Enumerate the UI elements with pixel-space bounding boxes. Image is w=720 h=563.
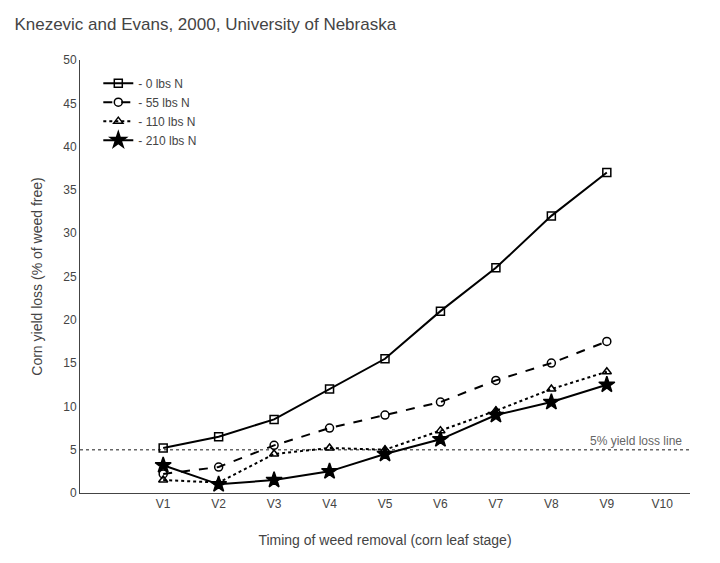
- svg-text:20: 20: [63, 313, 77, 327]
- svg-text:V4: V4: [322, 497, 337, 511]
- svg-text:- 55 lbs N: - 55 lbs N: [138, 96, 189, 110]
- svg-text:35: 35: [63, 183, 77, 197]
- svg-text:V2: V2: [211, 497, 226, 511]
- svg-text:V8: V8: [544, 497, 559, 511]
- svg-text:Timing of weed removal (corn l: Timing of weed removal (corn leaf stage): [258, 532, 511, 548]
- svg-text:V10: V10: [652, 497, 674, 511]
- svg-text:50: 50: [63, 53, 77, 67]
- svg-text:- 110 lbs N: - 110 lbs N: [138, 115, 195, 129]
- svg-text:45: 45: [63, 97, 77, 111]
- svg-text:V3: V3: [267, 497, 282, 511]
- svg-text:- 0 lbs N: - 0 lbs N: [138, 77, 183, 91]
- svg-text:Knezevic and Evans, 2000, Univ: Knezevic and Evans, 2000, University of …: [14, 15, 396, 34]
- svg-text:V6: V6: [433, 497, 448, 511]
- svg-text:5: 5: [70, 443, 77, 457]
- svg-text:0: 0: [70, 486, 77, 500]
- svg-text:V7: V7: [489, 497, 504, 511]
- svg-text:30: 30: [63, 226, 77, 240]
- svg-text:- 210 lbs N: - 210 lbs N: [138, 134, 196, 148]
- svg-text:15: 15: [63, 356, 77, 370]
- svg-text:V1: V1: [156, 497, 171, 511]
- svg-text:5% yield loss line: 5% yield loss line: [590, 434, 682, 448]
- svg-text:V9: V9: [599, 497, 614, 511]
- svg-text:Corn yield loss (% of weed fre: Corn yield loss (% of weed free): [29, 177, 45, 375]
- svg-text:25: 25: [63, 270, 77, 284]
- svg-text:10: 10: [63, 400, 77, 414]
- svg-text:V5: V5: [378, 497, 393, 511]
- svg-text:40: 40: [63, 140, 77, 154]
